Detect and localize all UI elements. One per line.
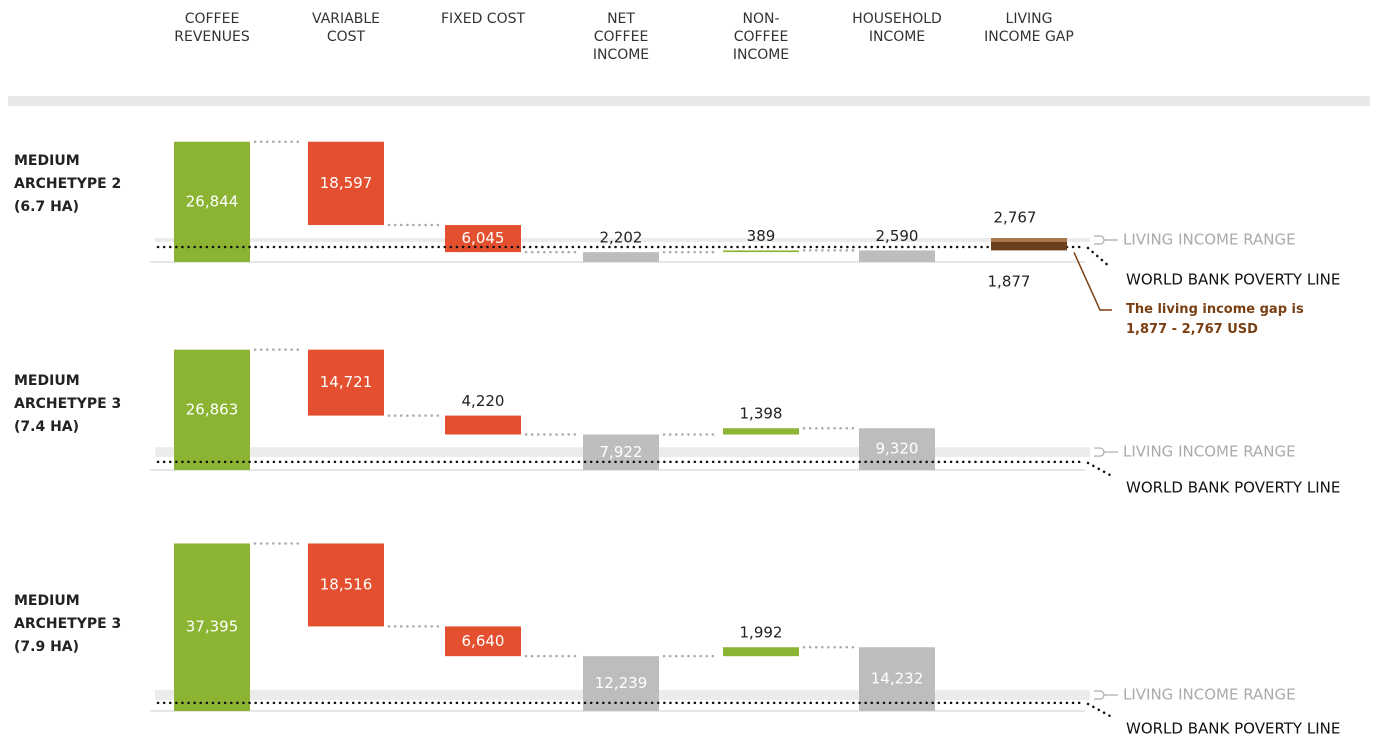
- value-label: 18,597: [320, 174, 373, 192]
- bar: [308, 543, 384, 627]
- value-label: 389: [747, 227, 776, 245]
- annotation-leader: [1073, 252, 1112, 311]
- bar: [723, 647, 799, 657]
- column-header: COFFEE REVENUES: [174, 11, 250, 45]
- gap-bar: [991, 238, 1067, 242]
- bar: [723, 250, 799, 253]
- range-label: LIVING INCOME RANGE: [1123, 230, 1296, 248]
- column-header: LIVING INCOME GAP: [984, 11, 1074, 45]
- value-label: 14,232: [871, 670, 924, 688]
- value-label: 1,398: [740, 405, 783, 423]
- row-title: MEDIUM ARCHETYPE 3 (7.9 HA): [14, 593, 122, 655]
- poverty-line-tail: [1086, 461, 1112, 477]
- bar: [174, 543, 250, 711]
- bar: [583, 252, 659, 262]
- bar: [308, 349, 384, 416]
- annotation: The living income gap is 1,877 - 2,767 U…: [1126, 302, 1304, 337]
- header-rule: [8, 96, 1370, 106]
- range-bracket: [1094, 447, 1118, 457]
- value-label: 6,640: [462, 632, 505, 650]
- row-title: MEDIUM ARCHETYPE 3 (7.4 HA): [14, 373, 122, 435]
- bar: [583, 434, 659, 470]
- value-label: 26,844: [186, 192, 239, 210]
- poverty-label: WORLD BANK POVERTY LINE: [1126, 271, 1340, 289]
- value-label: 12,239: [595, 674, 648, 692]
- bar: [445, 626, 521, 657]
- value-label: 37,395: [186, 618, 239, 636]
- value-label: 1,992: [740, 624, 783, 642]
- value-label: 2,590: [876, 227, 919, 245]
- poverty-label: WORLD BANK POVERTY LINE: [1126, 479, 1340, 497]
- column-header: HOUSEHOLD INCOME: [852, 11, 942, 45]
- column-header: NON-COFFEE INCOME: [732, 11, 790, 63]
- bar: [308, 141, 384, 226]
- poverty-line-tail: [1086, 246, 1112, 269]
- value-label: 26,863: [186, 400, 239, 418]
- row-title: MEDIUM ARCHETYPE 2 (6.7 HA): [14, 153, 122, 215]
- poverty-label: WORLD BANK POVERTY LINE: [1126, 720, 1340, 738]
- bar: [174, 141, 250, 262]
- value-label: 14,721: [320, 373, 373, 391]
- range-bracket: [1094, 690, 1118, 700]
- living-income-range: [155, 237, 1090, 242]
- value-label: 6,045: [462, 229, 505, 247]
- bar: [174, 349, 250, 470]
- gap-bar: [991, 241, 1067, 251]
- value-label: 2,202: [600, 229, 643, 247]
- column-header: NET COFFEE INCOME: [592, 11, 650, 63]
- value-label: 18,516: [320, 575, 373, 593]
- range-label: LIVING INCOME RANGE: [1123, 685, 1296, 703]
- bar: [445, 415, 521, 435]
- value-label: 9,320: [876, 440, 919, 458]
- bar: [723, 428, 799, 435]
- value-label: 7,922: [600, 443, 643, 461]
- range-bracket: [1094, 235, 1118, 245]
- column-header: VARIABLE COST: [312, 11, 380, 45]
- bar: [859, 250, 935, 262]
- poverty-line-tail: [1086, 702, 1112, 718]
- column-header: FIXED COST: [440, 11, 526, 27]
- value-label: 4,220: [462, 392, 505, 410]
- value-label: 2,767: [994, 209, 1037, 227]
- value-label: 1,877: [988, 273, 1031, 291]
- range-label: LIVING INCOME RANGE: [1123, 443, 1296, 461]
- bar: [859, 647, 935, 711]
